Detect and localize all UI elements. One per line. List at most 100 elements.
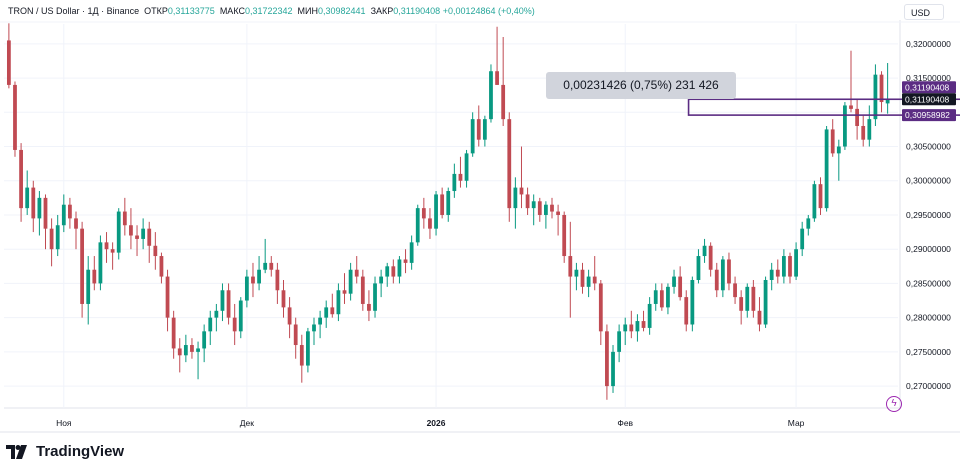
candle xyxy=(598,280,603,346)
candle xyxy=(183,334,188,363)
candle xyxy=(830,119,835,157)
candle xyxy=(342,273,347,304)
candle xyxy=(684,290,689,332)
candle xyxy=(55,214,60,257)
open-label: ОТКР xyxy=(144,6,168,16)
candle xyxy=(489,64,493,123)
candle-body xyxy=(226,290,231,318)
candle xyxy=(879,71,884,113)
candle xyxy=(244,269,249,308)
candle xyxy=(727,252,731,291)
candle xyxy=(757,297,762,332)
candle-body xyxy=(135,235,139,239)
candle xyxy=(324,300,329,328)
price-label: 0,31190408 xyxy=(902,81,956,94)
candle-body xyxy=(446,191,451,215)
candle xyxy=(537,197,542,222)
candle-body xyxy=(263,262,268,270)
candle-body xyxy=(202,331,207,349)
candle-body xyxy=(397,259,402,277)
candle xyxy=(531,194,536,226)
candle xyxy=(312,317,316,346)
candle-body xyxy=(464,153,469,181)
candle xyxy=(74,211,78,250)
candle xyxy=(769,262,774,291)
candle xyxy=(519,146,524,209)
candle xyxy=(318,310,322,339)
candle-body xyxy=(830,129,835,154)
candle-body xyxy=(580,269,585,287)
candle-body xyxy=(49,228,54,250)
measure-range-box xyxy=(687,98,960,116)
candle xyxy=(257,256,261,291)
candle xyxy=(299,334,304,383)
candle xyxy=(409,235,414,270)
candle-body xyxy=(19,149,23,209)
candle xyxy=(824,125,829,212)
candle xyxy=(330,293,335,318)
candle xyxy=(702,238,707,263)
measure-tooltip: 0,00231426 (0,75%) 231 426 xyxy=(546,72,736,99)
candle-body xyxy=(714,269,719,291)
candle-body xyxy=(177,348,182,356)
candle-body xyxy=(623,324,628,332)
candle-body xyxy=(281,290,286,308)
candle xyxy=(80,221,85,318)
candle xyxy=(281,280,286,318)
candle-body xyxy=(190,345,194,352)
candle-body xyxy=(885,99,890,104)
candle-body xyxy=(153,245,158,257)
lightning-icon[interactable]: ϟ xyxy=(886,396,902,412)
candle-body xyxy=(342,290,347,294)
candle xyxy=(794,242,798,280)
candle xyxy=(861,115,866,147)
candle-body xyxy=(244,276,249,301)
candle xyxy=(190,338,194,359)
candle-body xyxy=(171,317,176,349)
candle-body xyxy=(781,256,786,277)
candle-body xyxy=(525,194,530,209)
candle-body xyxy=(666,286,670,308)
candle xyxy=(562,211,567,263)
candle xyxy=(458,156,463,188)
candle xyxy=(641,310,646,332)
candle xyxy=(617,324,622,363)
candle-body xyxy=(287,307,292,325)
candle xyxy=(647,297,652,335)
candle-body xyxy=(275,269,280,291)
candle xyxy=(788,252,792,284)
candle xyxy=(6,23,11,89)
y-tick-label: 0,30000000 xyxy=(906,176,951,186)
candle-body xyxy=(159,256,164,277)
change-value: +0,00124864 (+0,40%) xyxy=(442,6,535,16)
candle-body xyxy=(25,187,30,209)
candle-body xyxy=(251,276,255,284)
tradingview-logo[interactable]: TradingView xyxy=(6,443,124,460)
candle-body xyxy=(653,290,658,304)
candle xyxy=(92,256,97,291)
candle-body xyxy=(165,276,170,318)
candle-body xyxy=(861,125,866,140)
candle-body xyxy=(824,129,829,209)
candle-body xyxy=(299,345,304,366)
candle-body xyxy=(556,211,560,215)
candle xyxy=(147,221,152,263)
candle-body xyxy=(183,345,188,356)
candle xyxy=(110,242,115,270)
candle-body xyxy=(696,256,701,280)
candle xyxy=(354,256,359,284)
candle-body xyxy=(800,228,805,250)
price-label-text: 0,31190408 xyxy=(905,82,950,92)
candle xyxy=(635,314,640,342)
candle-body xyxy=(672,276,676,287)
currency-button[interactable]: USD xyxy=(904,4,944,20)
symbol-title[interactable]: TRON / US Dollar · 1Д · Binance xyxy=(8,6,140,16)
candle xyxy=(238,297,243,339)
x-tick-label: 2026 xyxy=(427,418,446,428)
candle xyxy=(873,64,878,126)
candle-body xyxy=(617,331,622,352)
price-label-text: 0,30958982 xyxy=(905,110,950,120)
y-tick-label: 0,27000000 xyxy=(906,381,951,391)
candle-body xyxy=(794,249,798,277)
